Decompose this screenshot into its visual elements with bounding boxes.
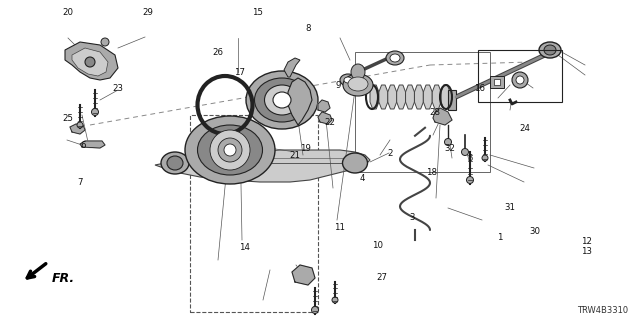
Text: 24: 24 (520, 124, 531, 132)
Bar (190, 115, 318, 312)
Ellipse shape (343, 74, 373, 96)
Ellipse shape (161, 152, 189, 174)
Text: 23: 23 (113, 84, 124, 92)
Text: 29: 29 (143, 7, 154, 17)
Text: 7: 7 (77, 178, 83, 187)
Text: 4: 4 (359, 173, 365, 182)
Text: 2: 2 (387, 148, 393, 157)
Polygon shape (388, 85, 397, 109)
Ellipse shape (264, 85, 300, 115)
Polygon shape (441, 85, 450, 109)
Bar (478, 50, 562, 102)
Polygon shape (318, 100, 330, 112)
Ellipse shape (198, 125, 262, 175)
Ellipse shape (539, 42, 561, 58)
Ellipse shape (224, 144, 236, 156)
Text: 15: 15 (253, 7, 264, 17)
Text: 11: 11 (335, 223, 346, 233)
Polygon shape (155, 150, 370, 182)
Text: 6: 6 (80, 140, 86, 149)
Polygon shape (397, 85, 406, 109)
Circle shape (312, 307, 319, 314)
Ellipse shape (544, 45, 556, 55)
Polygon shape (433, 108, 452, 125)
Text: 5: 5 (467, 154, 473, 163)
Polygon shape (423, 85, 432, 109)
Ellipse shape (340, 74, 356, 86)
Polygon shape (70, 124, 85, 134)
Circle shape (332, 297, 338, 303)
Ellipse shape (255, 78, 310, 122)
Text: 12: 12 (582, 237, 593, 246)
Text: 26: 26 (212, 47, 223, 57)
Ellipse shape (218, 138, 242, 162)
Ellipse shape (351, 64, 365, 80)
Polygon shape (406, 85, 415, 109)
Bar (355, 52, 490, 172)
Text: 3: 3 (409, 213, 415, 222)
Ellipse shape (386, 51, 404, 65)
Polygon shape (65, 42, 118, 80)
Ellipse shape (390, 54, 400, 62)
Text: 10: 10 (372, 241, 383, 250)
Polygon shape (415, 85, 423, 109)
Circle shape (101, 38, 109, 46)
Polygon shape (370, 85, 379, 109)
Polygon shape (288, 78, 312, 125)
Text: 19: 19 (300, 143, 310, 153)
Text: FR.: FR. (52, 271, 75, 284)
Text: 8: 8 (305, 23, 311, 33)
Ellipse shape (167, 156, 183, 170)
Text: 25: 25 (63, 114, 74, 123)
Ellipse shape (210, 130, 250, 170)
Text: 20: 20 (63, 7, 74, 17)
Ellipse shape (273, 92, 291, 108)
Polygon shape (80, 141, 105, 148)
Polygon shape (379, 85, 388, 109)
Bar (490, 76, 504, 88)
Circle shape (77, 122, 83, 128)
Text: 1: 1 (497, 234, 503, 243)
Ellipse shape (246, 71, 318, 129)
Text: 13: 13 (582, 247, 593, 257)
Polygon shape (318, 112, 332, 124)
Circle shape (512, 72, 528, 88)
Circle shape (482, 155, 488, 161)
Ellipse shape (342, 153, 367, 173)
Circle shape (445, 139, 451, 146)
Circle shape (85, 57, 95, 67)
Text: 21: 21 (289, 150, 301, 159)
Circle shape (461, 148, 468, 156)
Polygon shape (432, 85, 441, 109)
Text: 22: 22 (324, 117, 335, 126)
Text: 17: 17 (234, 68, 246, 76)
Circle shape (467, 177, 474, 183)
Ellipse shape (348, 77, 368, 91)
Bar (448, 90, 456, 110)
Bar (494, 79, 500, 85)
Ellipse shape (185, 116, 275, 184)
Ellipse shape (344, 77, 352, 83)
Circle shape (516, 76, 524, 84)
Text: 32: 32 (445, 143, 456, 153)
Text: TRW4B3310: TRW4B3310 (577, 306, 628, 315)
Polygon shape (284, 58, 300, 77)
Text: 27: 27 (376, 274, 387, 283)
Text: 31: 31 (504, 204, 515, 212)
Text: 9: 9 (335, 81, 340, 90)
Polygon shape (72, 48, 108, 76)
Text: 18: 18 (426, 167, 438, 177)
Circle shape (92, 108, 99, 116)
Text: 14: 14 (239, 244, 250, 252)
Polygon shape (292, 265, 315, 285)
Text: 28: 28 (429, 108, 440, 116)
Text: 16: 16 (474, 84, 486, 92)
Text: 30: 30 (529, 228, 541, 236)
